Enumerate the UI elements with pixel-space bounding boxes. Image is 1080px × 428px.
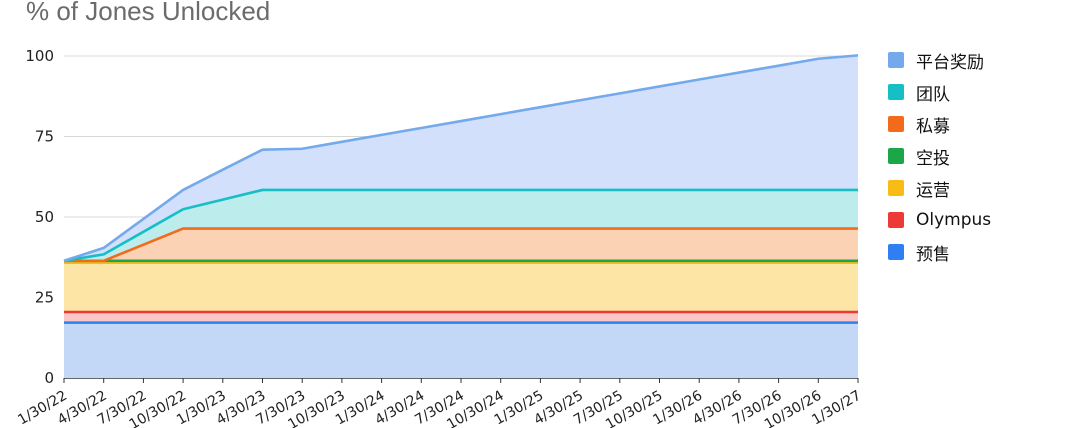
y-tick-label: 25 xyxy=(35,289,54,307)
legend-item: Olympus xyxy=(888,204,991,236)
area-series-1 xyxy=(64,311,858,323)
legend-item: 空投 xyxy=(888,140,991,172)
legend-label: 团队 xyxy=(916,84,950,105)
line-series-6 xyxy=(63,54,859,263)
legend-item: 运营 xyxy=(888,172,991,204)
y-tick-label: 50 xyxy=(35,208,54,226)
legend-swatch xyxy=(888,116,904,132)
line-series-4 xyxy=(64,227,858,263)
y-tick-label: 100 xyxy=(25,47,54,65)
line-series-5 xyxy=(63,188,858,263)
legend-label: 平台奖励 xyxy=(916,52,984,73)
legend-label: Olympus xyxy=(916,210,992,230)
legend-swatch xyxy=(888,148,904,164)
area-series-5 xyxy=(64,189,858,261)
legend-swatch xyxy=(888,84,904,100)
area-series-0 xyxy=(64,322,858,378)
legend-swatch xyxy=(888,180,904,196)
y-tick-label: 75 xyxy=(35,128,54,146)
legend-item: 私募 xyxy=(888,108,991,140)
legend-label: 空投 xyxy=(916,148,950,169)
area-series-2 xyxy=(64,262,858,312)
legend-swatch xyxy=(888,244,904,260)
legend: 平台奖励团队私募空投运营 Olympus 预售 xyxy=(888,44,991,268)
y-tick-label: 0 xyxy=(44,369,54,387)
legend-swatch xyxy=(888,212,904,228)
legend-label: 私募 xyxy=(916,116,950,137)
legend-label: 预售 xyxy=(916,244,950,265)
area-series-6 xyxy=(64,55,858,261)
legend-item: 平台奖励 xyxy=(888,44,991,76)
chart-title: % of Jones Unlocked xyxy=(26,0,271,26)
legend-item: 预售 xyxy=(888,236,991,268)
area-series-4 xyxy=(64,228,858,261)
legend-item: 团队 xyxy=(888,76,991,108)
legend-swatch xyxy=(888,52,904,68)
legend-label: 运营 xyxy=(916,180,950,201)
